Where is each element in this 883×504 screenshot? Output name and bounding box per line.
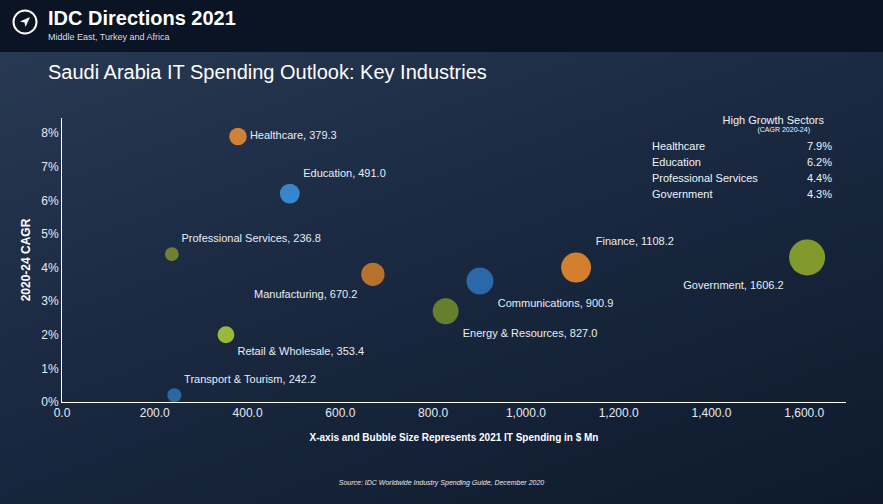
svg-text:1,200.0: 1,200.0	[599, 406, 639, 420]
html-text:Source: IDC Worldwide Industry: Source: IDC Worldwide Industry Spending …	[338, 479, 545, 486]
svg-text:X-axis and Bubble Size Represe: X-axis and Bubble Size Represents 2021 I…	[310, 432, 599, 443]
svg-text:2020-24 CAGR: 2020-24 CAGR	[19, 218, 33, 301]
html-text:Education: Education	[652, 156, 701, 168]
html-text:Middle East, Turkey and Africa: Middle East, Turkey and Africa	[48, 32, 170, 42]
html-text:Healthcare: Healthcare	[652, 140, 706, 152]
html-text:7.9%: 7.9%	[806, 140, 832, 152]
svg-text:1,000.0: 1,000.0	[506, 406, 546, 420]
svg-text:5%: 5%	[41, 227, 59, 241]
svg-text:Saudi Arabia IT Spending Outlo: Saudi Arabia IT Spending Outlook: Key In…	[48, 61, 487, 83]
html-text:4.3%: 4.3%	[806, 188, 832, 200]
html-text:Professional Services: Professional Services	[652, 172, 758, 184]
svg-text:Healthcare, 379.3: Healthcare, 379.3	[250, 129, 337, 141]
html-text:6.2%: 6.2%	[806, 156, 832, 168]
svg-text:4%: 4%	[41, 261, 59, 275]
svg-text:Education, 491.0: Education, 491.0	[303, 167, 386, 179]
svg-text:Communications, 900.9: Communications, 900.9	[498, 297, 614, 309]
html-text:4.4%: 4.4%	[806, 172, 832, 184]
svg-text:Energy & Resources, 827.0: Energy & Resources, 827.0	[463, 327, 598, 339]
svg-text:8%: 8%	[41, 126, 59, 140]
svg-text:Professional Services, 236.8: Professional Services, 236.8	[181, 232, 320, 244]
html-text:Government: Government	[652, 188, 713, 200]
html-text:IDC Directions 2021: IDC Directions 2021	[48, 7, 236, 29]
svg-text:6%: 6%	[41, 194, 59, 208]
svg-text:800.0: 800.0	[418, 406, 448, 420]
svg-text:Manufacturing, 670.2: Manufacturing, 670.2	[254, 288, 357, 300]
svg-text:2%: 2%	[41, 328, 59, 342]
svg-text:400.0: 400.0	[233, 406, 263, 420]
svg-text:1%: 1%	[41, 362, 59, 376]
svg-text:Transport & Tourism, 242.2: Transport & Tourism, 242.2	[184, 373, 316, 385]
html-text:High Growth Sectors: High Growth Sectors	[722, 114, 824, 126]
svg-text:0.0: 0.0	[54, 406, 71, 420]
html-text:(CAGR 2020-24): (CAGR 2020-24)	[757, 126, 810, 133]
svg-text:600.0: 600.0	[325, 406, 355, 420]
svg-text:7%: 7%	[41, 160, 59, 174]
svg-text:1,400.0: 1,400.0	[691, 406, 731, 420]
svg-text:Retail & Wholesale, 353.4: Retail & Wholesale, 353.4	[237, 345, 364, 357]
svg-text:Government, 1606.2: Government, 1606.2	[683, 279, 783, 291]
svg-text:1,600.0: 1,600.0	[784, 406, 824, 420]
svg-text:3%: 3%	[41, 294, 59, 308]
svg-text:200.0: 200.0	[140, 406, 170, 420]
svg-text:0%: 0%	[41, 395, 59, 409]
svg-text:Finance, 1108.2: Finance, 1108.2	[596, 235, 674, 247]
